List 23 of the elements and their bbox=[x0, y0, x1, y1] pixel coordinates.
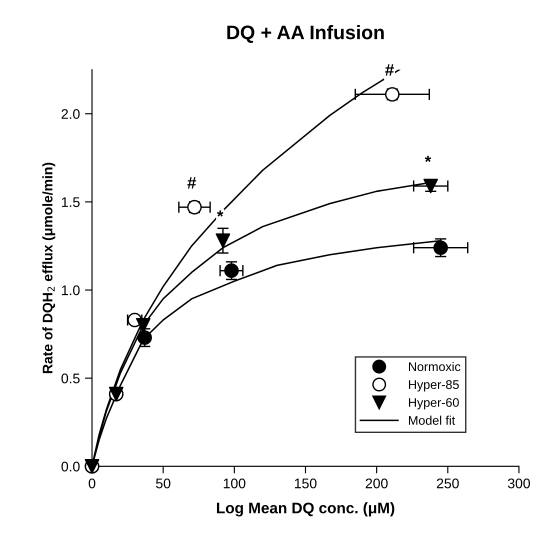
legend-label: Hyper-85 bbox=[408, 380, 459, 392]
x-tick-label: 250 bbox=[436, 478, 459, 488]
y-tick-label: 0.5 bbox=[61, 374, 80, 384]
annotation: # bbox=[385, 64, 394, 76]
x-tick-label: 150 bbox=[294, 478, 317, 488]
x-tick-label: 50 bbox=[156, 478, 170, 488]
x-tick-label: 300 bbox=[508, 478, 530, 488]
x-axis-title: Log Mean DQ conc. (μM) bbox=[216, 502, 394, 516]
x-tick-label: 100 bbox=[224, 478, 246, 488]
y-tick-label: 1.5 bbox=[62, 197, 80, 208]
x-tick-label: 200 bbox=[366, 478, 388, 488]
legend-label: Normoxic bbox=[408, 362, 460, 372]
y-tick-label: 0.0 bbox=[61, 462, 80, 472]
chart-title: DQ + AA Infusion bbox=[227, 25, 384, 43]
y-axis-title: Rate of DQH$_{2}$ efflux (μmole/min) bbox=[42, 162, 56, 374]
x-tick-label: 0 bbox=[88, 478, 96, 488]
annotation: # bbox=[187, 177, 196, 188]
y-tick-label: 1.0 bbox=[62, 285, 80, 296]
annotation: * bbox=[424, 156, 432, 162]
y-tick-label: 2.0 bbox=[62, 109, 80, 119]
annotation: * bbox=[216, 210, 224, 217]
legend-label: Model fit bbox=[408, 416, 456, 425]
legend-label: Hyper-60 bbox=[408, 398, 459, 410]
